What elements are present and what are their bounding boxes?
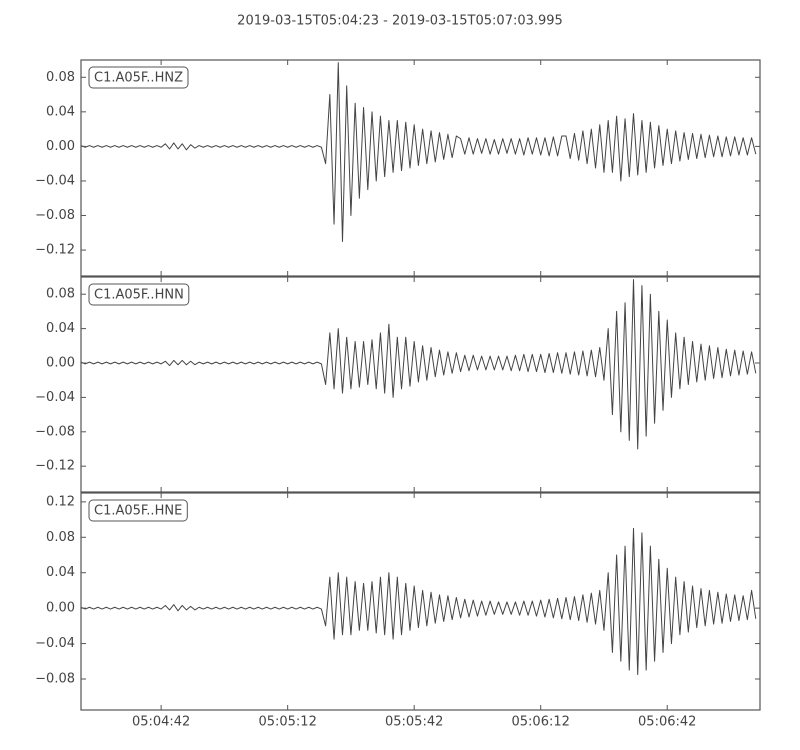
x-tick-label: 05:06:12 bbox=[512, 715, 570, 730]
y-tick-label: −0.04 bbox=[35, 636, 75, 651]
y-tick-label: 0.08 bbox=[46, 287, 75, 302]
legend-label: C1.A05F..HNZ bbox=[94, 71, 183, 86]
y-tick-label: −0.12 bbox=[35, 459, 75, 474]
x-tick-label: 05:05:42 bbox=[385, 715, 443, 730]
y-tick-label: 0.12 bbox=[46, 494, 75, 509]
axes-frame bbox=[80, 492, 761, 711]
legend-box bbox=[88, 283, 190, 306]
waveform bbox=[81, 279, 757, 450]
y-tick-label: −0.08 bbox=[35, 424, 75, 439]
panel: −0.12 −0.08 −0.04 0.00 0.04 0.08 C1.A05F..HNN bbox=[35, 276, 761, 493]
y-tick-label: −0.04 bbox=[35, 173, 75, 188]
waveform bbox=[81, 62, 757, 242]
x-tick-label: 05:05:12 bbox=[258, 715, 316, 730]
legend-box bbox=[88, 499, 188, 522]
x-tick-label: 05:04:42 bbox=[132, 715, 190, 730]
panel: −0.08 −0.04 0.00 0.04 0.08 0.12 05:04:42 05:05:… bbox=[35, 492, 761, 730]
y-tick-label: −0.08 bbox=[35, 672, 75, 687]
y-tick-label: 0.00 bbox=[46, 139, 75, 154]
y-tick-label: 0.04 bbox=[46, 104, 75, 119]
waveform bbox=[81, 527, 757, 676]
figure-title: 2019-03-15T05:04:23 - 2019-03-15T05:07:0… bbox=[237, 14, 563, 29]
axes-frame bbox=[80, 276, 761, 493]
y-tick-label: −0.12 bbox=[35, 243, 75, 258]
y-tick-label: 0.00 bbox=[46, 601, 75, 616]
x-tick-label: 05:06:42 bbox=[638, 715, 696, 730]
y-tick-label: 0.08 bbox=[46, 530, 75, 545]
legend-box bbox=[88, 66, 189, 89]
axes-frame bbox=[80, 59, 761, 277]
panel: −0.12 −0.08 −0.04 0.00 0.04 0.08 C1.A05F..HNZ bbox=[35, 59, 761, 277]
y-tick-label: −0.04 bbox=[35, 390, 75, 405]
y-tick-label: −0.08 bbox=[35, 208, 75, 223]
y-tick-label: 0.00 bbox=[46, 356, 75, 371]
y-tick-label: 0.08 bbox=[46, 70, 75, 85]
legend-label: C1.A05F..HNN bbox=[94, 288, 184, 303]
legend-label: C1.A05F..HNE bbox=[94, 504, 182, 519]
y-tick-label: 0.04 bbox=[46, 321, 75, 336]
y-tick-label: 0.04 bbox=[46, 565, 75, 580]
